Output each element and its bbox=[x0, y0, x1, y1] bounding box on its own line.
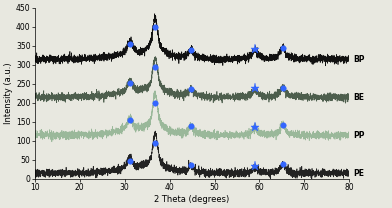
Y-axis label: Intensity (a.u.): Intensity (a.u.) bbox=[4, 62, 13, 124]
Text: PP: PP bbox=[353, 131, 365, 140]
Text: BE: BE bbox=[353, 93, 364, 102]
X-axis label: 2 Theta (degrees): 2 Theta (degrees) bbox=[154, 195, 230, 204]
Text: PE: PE bbox=[353, 169, 364, 178]
Text: BP: BP bbox=[353, 54, 365, 63]
